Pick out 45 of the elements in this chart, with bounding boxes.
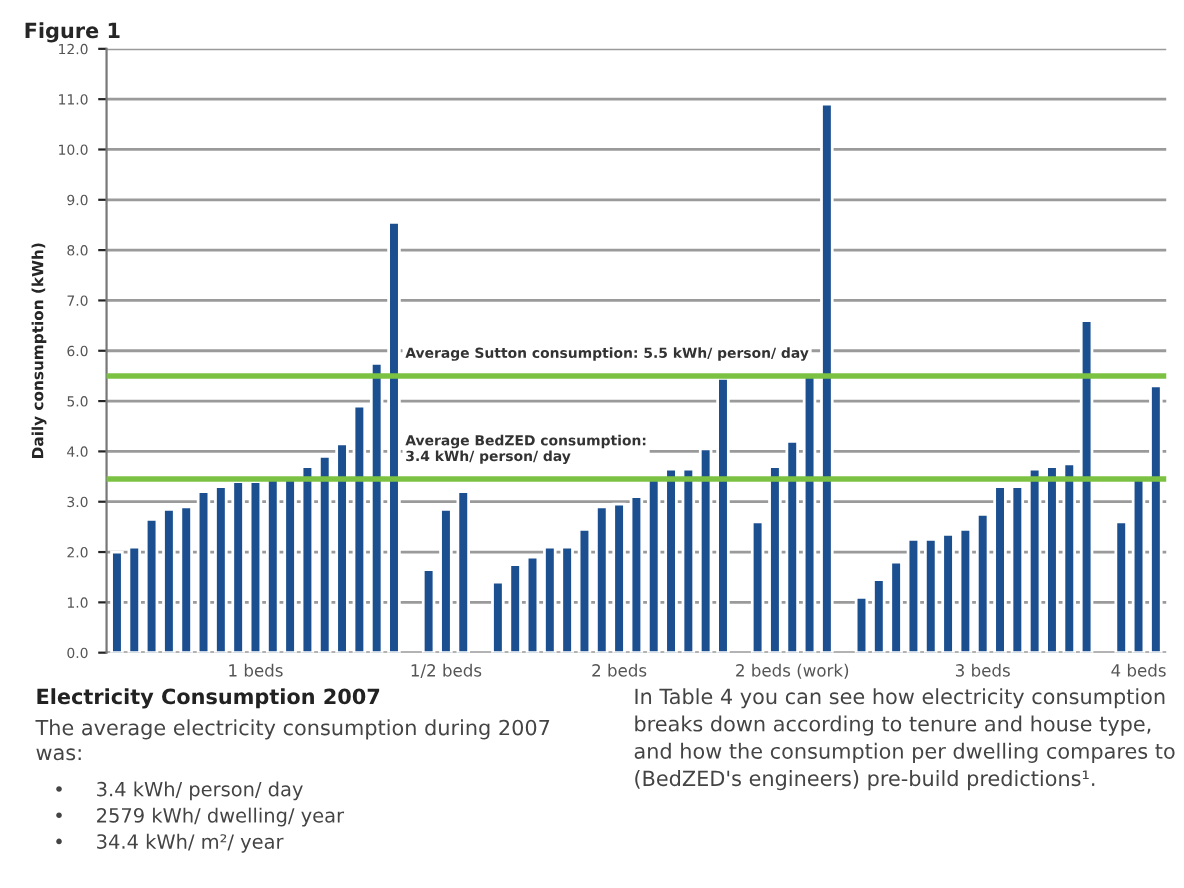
bar [698,447,713,653]
bar [525,555,540,653]
bar [958,528,973,653]
bar [577,528,592,653]
bar [854,595,869,653]
bar [1045,465,1059,653]
bar [369,361,384,653]
bar [1062,462,1077,653]
bar [993,485,1007,653]
x-tick-label: 2 beds (work) [736,663,849,679]
text: The average electricity consumption during 2007 was: [35,719,550,761]
bar [646,477,661,653]
bar [975,512,990,653]
x-tick-label: 2 beds [592,663,647,677]
bar [1027,467,1042,653]
x-tick-label: 4 beds [1111,663,1166,677]
text: In Table 4 you can see how electricity consumption breaks down according to tenure and house type, and how the consumption per dwelling compares to (BedZED's engineers) pre-build predictions¹. [634,688,1175,791]
bar [750,520,765,653]
bar [196,490,211,653]
bar [300,465,315,653]
bar [317,455,332,653]
bar [352,404,367,653]
bar [664,467,678,653]
text: • 3.4 kWh/ person/ day • 2579 kWh/ dwelling/ year • 34.4 kWh/ m²/ year [56,781,345,853]
x-tick-label: 1/2 beds [411,663,482,678]
bar [421,568,436,653]
bar [1010,485,1025,653]
bar [629,495,644,653]
bar [681,467,696,653]
bar [110,550,124,653]
bar [127,545,142,653]
bar [248,480,263,653]
bar [820,102,834,653]
x-tick-label: 1 beds [229,663,283,677]
chart-title: Figure 1 [25,22,120,43]
bar [802,374,817,653]
bar [716,377,730,653]
bar [906,538,921,653]
bar [1149,384,1163,653]
bar [1079,319,1094,653]
text: Electricity Consumption 2007 [37,688,380,709]
bar [335,442,349,653]
x-tick-label: 3 beds [955,663,1010,677]
bar [144,517,159,653]
bar [1114,520,1128,653]
